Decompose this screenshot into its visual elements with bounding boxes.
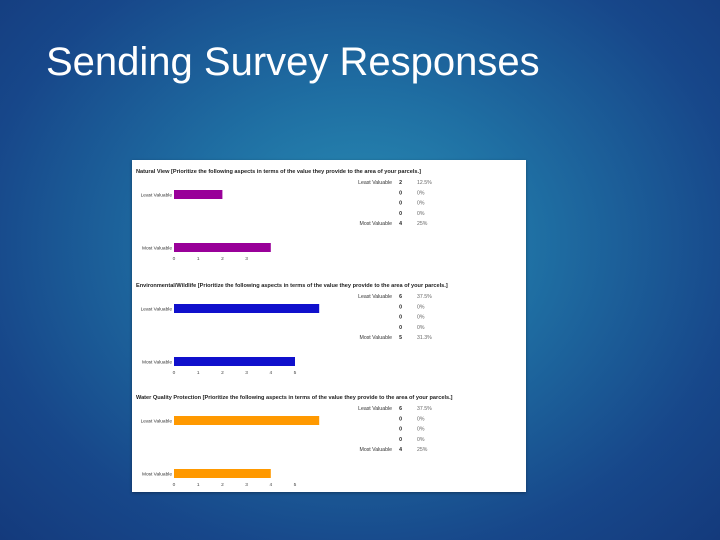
table-count: 0 <box>399 325 402 331</box>
table-category-label: Most Valuable <box>360 335 393 341</box>
axis-category-label: Least Valuable <box>141 419 173 425</box>
table-count: 0 <box>399 211 402 217</box>
table-count: 2 <box>399 180 402 186</box>
chart-title: Water Quality Protection [Prioritize the… <box>136 395 453 401</box>
x-tick-label: 2 <box>221 370 224 376</box>
table-count: 0 <box>399 437 402 443</box>
chart-title: Natural View [Prioritize the following a… <box>136 169 421 175</box>
table-category-label: Least Valuable <box>358 294 392 300</box>
x-tick-label: 4 <box>269 370 272 376</box>
table-percent: 0% <box>417 437 425 443</box>
table-count: 0 <box>399 190 402 196</box>
table-count: 0 <box>399 304 402 310</box>
axis-category-label: Most Valuable <box>142 246 172 252</box>
table-percent: 12.5% <box>417 180 432 186</box>
axis-category-label: Most Valuable <box>142 472 172 478</box>
table-count: 6 <box>399 406 402 412</box>
table-percent: 0% <box>417 211 425 217</box>
table-percent: 37.5% <box>417 406 432 412</box>
bar <box>174 416 320 425</box>
x-tick-label: 5 <box>294 370 297 376</box>
table-count: 4 <box>399 221 402 227</box>
table-percent: 37.5% <box>417 294 432 300</box>
survey-charts: Natural View [Prioritize the following a… <box>136 169 453 488</box>
table-percent: 0% <box>417 416 425 422</box>
chart-section-3: Water Quality Protection [Prioritize the… <box>136 395 453 488</box>
table-percent: 0% <box>417 427 425 433</box>
table-count: 0 <box>399 315 402 321</box>
x-tick-label: 1 <box>197 370 200 376</box>
table-count: 6 <box>399 294 402 300</box>
table-category-label: Most Valuable <box>360 447 393 453</box>
x-tick-label: 0 <box>173 256 176 262</box>
x-tick-label: 2 <box>221 256 224 262</box>
slide-title: Sending Survey Responses <box>46 40 540 84</box>
table-count: 5 <box>399 335 402 341</box>
x-tick-label: 2 <box>221 482 224 488</box>
survey-results-panel: Natural View [Prioritize the following a… <box>132 160 526 492</box>
chart-section-1: Natural View [Prioritize the following a… <box>136 169 432 262</box>
x-tick-label: 4 <box>269 482 272 488</box>
table-percent: 0% <box>417 315 425 321</box>
axis-category-label: Least Valuable <box>141 193 173 199</box>
table-count: 4 <box>399 447 402 453</box>
axis-category-label: Most Valuable <box>142 360 172 366</box>
table-percent: 0% <box>417 325 425 331</box>
table-percent: 31.3% <box>417 335 432 341</box>
table-count: 0 <box>399 201 402 207</box>
chart-section-2: Environmental/Wildlife [Prioritize the f… <box>136 283 448 376</box>
table-percent: 0% <box>417 190 425 196</box>
bar <box>174 469 271 478</box>
x-tick-label: 1 <box>197 482 200 488</box>
bar <box>174 243 271 252</box>
bar <box>174 304 320 313</box>
x-tick-label: 1 <box>197 256 200 262</box>
axis-category-label: Least Valuable <box>141 307 173 313</box>
table-percent: 0% <box>417 304 425 310</box>
x-tick-label: 3 <box>245 370 248 376</box>
table-category-label: Most Valuable <box>360 221 393 227</box>
table-count: 0 <box>399 427 402 433</box>
table-category-label: Least Valuable <box>358 406 392 412</box>
table-category-label: Least Valuable <box>358 180 392 186</box>
table-count: 0 <box>399 416 402 422</box>
x-tick-label: 0 <box>173 482 176 488</box>
chart-title: Environmental/Wildlife [Prioritize the f… <box>136 283 448 289</box>
table-percent: 25% <box>417 221 428 227</box>
table-percent: 0% <box>417 201 425 207</box>
table-percent: 25% <box>417 447 428 453</box>
x-tick-label: 3 <box>245 482 248 488</box>
x-tick-label: 3 <box>245 256 248 262</box>
bar <box>174 357 295 366</box>
x-tick-label: 0 <box>173 370 176 376</box>
x-tick-label: 5 <box>294 482 297 488</box>
bar <box>174 190 223 199</box>
